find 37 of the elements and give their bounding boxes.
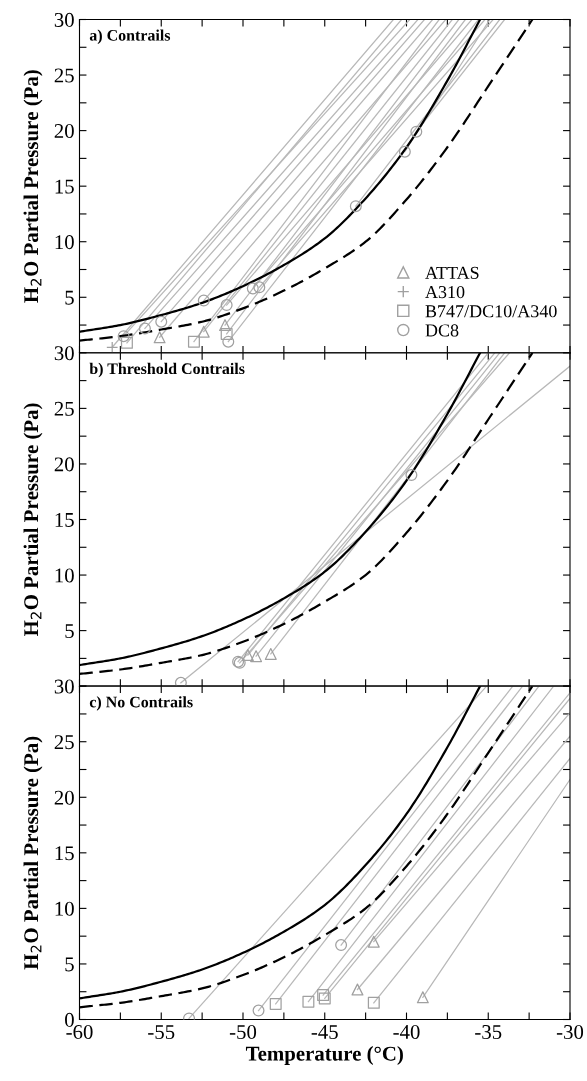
x-tick-label: -45: [311, 1025, 338, 1040]
y-tick-label: 30: [54, 679, 74, 694]
legend-label: B747/DC10/A340: [425, 305, 557, 318]
y-tick-label: 15: [55, 846, 74, 861]
y-tick-label: 30: [54, 12, 74, 27]
y-tick-label: 10: [55, 235, 74, 250]
y-tick-label: 0: [65, 1012, 74, 1027]
x-tick-label: -40: [393, 1024, 420, 1040]
text: a) Contrails: [89, 29, 171, 44]
y-tick-label: 25: [54, 68, 74, 83]
y-tick-label: 25: [54, 735, 74, 750]
y-tick-label: 20: [54, 123, 74, 139]
x-tick-label: -35: [475, 1025, 502, 1040]
x-axis-title: Temperature (°C): [245, 1046, 403, 1065]
y-axis-title: H$_{2}$O Partial Pressure (Pa): [23, 736, 43, 970]
y-tick-label: 15: [55, 512, 74, 527]
x-tick-label: -30: [556, 1024, 584, 1040]
legend-label: DC8: [425, 324, 459, 337]
y-tick-label: 5: [65, 290, 74, 305]
text: c) No Contrails: [89, 696, 193, 711]
legend-label: ATTAS: [425, 266, 479, 279]
y-tick-label: 20: [54, 457, 74, 472]
legend-label: A310: [425, 285, 465, 299]
y-tick-label: 30: [54, 346, 74, 361]
y-tick-label: 5: [65, 957, 74, 972]
y-tick-label: 20: [54, 790, 74, 805]
x-tick-label: -50: [229, 1024, 257, 1040]
y-axis-title: H$_{2}$O Partial Pressure (Pa): [23, 70, 43, 303]
y-tick-label: 25: [54, 401, 74, 416]
y-tick-label: 15: [55, 179, 74, 194]
x-tick-label: -55: [148, 1025, 175, 1040]
text: b) Threshold Contrails: [89, 362, 245, 378]
y-tick-label: 10: [55, 568, 74, 583]
y-tick-label: 10: [55, 901, 74, 916]
x-tick-label: -60: [66, 1024, 93, 1040]
y-tick-label: 5: [65, 624, 74, 639]
y-axis-title: H$_{2}$O Partial Pressure (Pa): [23, 403, 43, 637]
